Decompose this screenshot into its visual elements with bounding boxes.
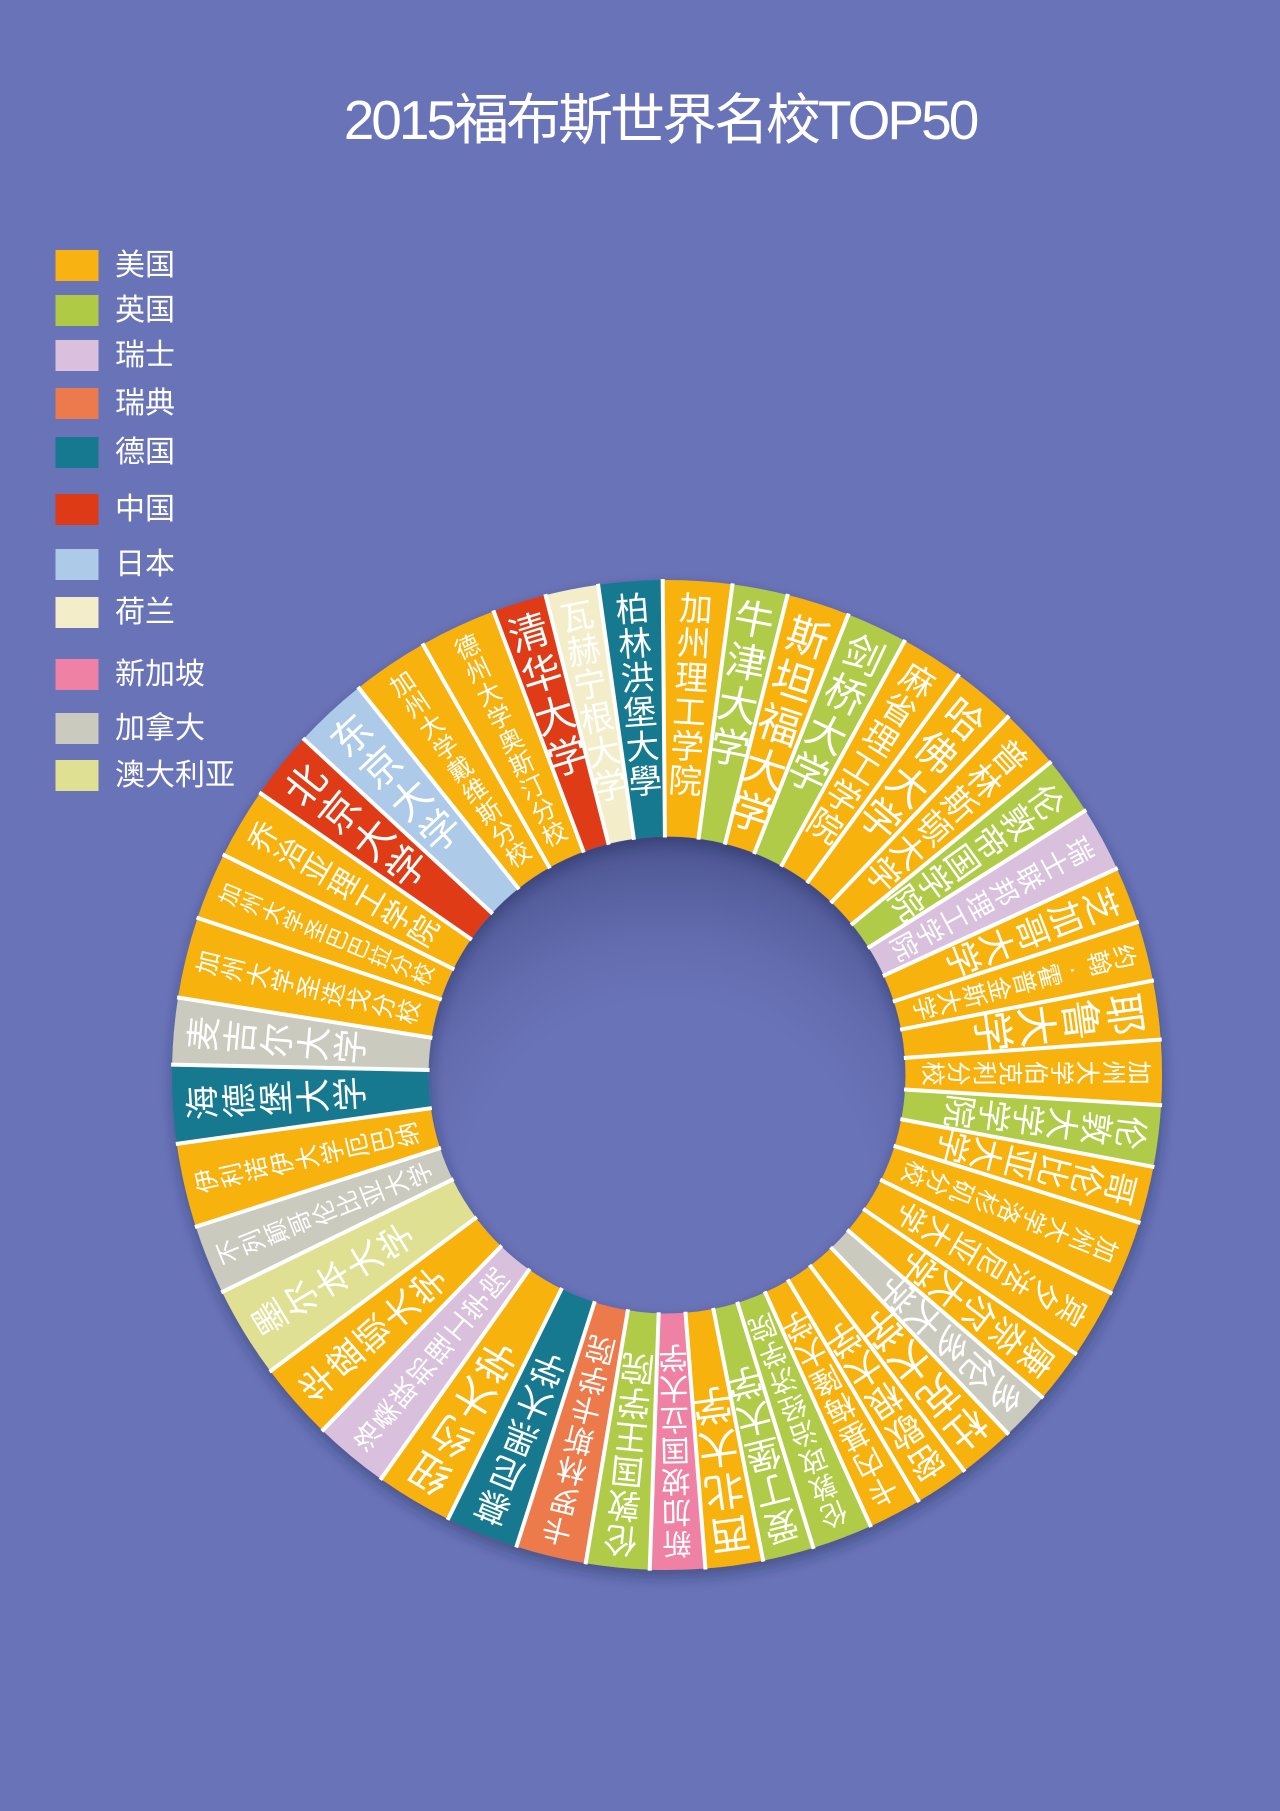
svg-text:德国: 德国 [115, 436, 175, 469]
svg-text:加: 加 [678, 591, 714, 630]
svg-text:新加坡: 新加坡 [115, 658, 205, 691]
svg-text:赫: 赫 [564, 630, 604, 673]
svg-text:巴: 巴 [368, 1125, 400, 1155]
svg-text:克: 克 [996, 1061, 1024, 1086]
svg-text:德: 德 [220, 1082, 261, 1119]
svg-text:国: 国 [660, 1433, 690, 1467]
svg-text:根: 根 [577, 698, 617, 741]
svg-text:尔: 尔 [257, 1021, 299, 1059]
svg-text:加: 加 [1125, 1060, 1153, 1085]
svg-text:学: 学 [1047, 1061, 1075, 1086]
svg-text:北: 北 [701, 1465, 747, 1514]
svg-text:大: 大 [1040, 1105, 1081, 1143]
svg-text:英国: 英国 [115, 294, 175, 327]
svg-text:学: 学 [1006, 1101, 1047, 1139]
svg-text:学: 学 [658, 1340, 688, 1374]
svg-text:牛: 牛 [730, 596, 778, 647]
svg-text:大: 大 [292, 1142, 325, 1172]
svg-text:林: 林 [617, 625, 653, 664]
svg-text:大: 大 [1011, 1002, 1063, 1049]
svg-text:敦: 敦 [605, 1484, 642, 1524]
svg-text:堡: 堡 [257, 1080, 298, 1117]
svg-text:美国: 美国 [115, 249, 175, 282]
svg-text:伊: 伊 [266, 1148, 299, 1178]
svg-text:院: 院 [938, 1092, 979, 1130]
svg-text:新: 新 [662, 1526, 692, 1560]
svg-text:学: 学 [706, 724, 754, 775]
svg-text:洪: 洪 [620, 660, 656, 699]
svg-text:大: 大 [714, 681, 762, 732]
svg-text:麦: 麦 [183, 1015, 225, 1053]
svg-text:津: 津 [722, 638, 770, 689]
svg-text:学: 学 [669, 728, 705, 767]
svg-text:大: 大 [584, 732, 624, 775]
svg-text:学: 学 [591, 766, 631, 809]
svg-text:學: 學 [627, 763, 663, 802]
svg-text:瓦: 瓦 [557, 597, 597, 640]
svg-text:工: 工 [672, 694, 708, 733]
svg-text:大: 大 [625, 728, 661, 767]
svg-text:加: 加 [661, 1495, 691, 1529]
svg-text:大: 大 [659, 1371, 689, 1405]
svg-text:澳大利亚: 澳大利亚 [115, 759, 235, 792]
svg-text:大: 大 [1073, 1060, 1101, 1085]
svg-text:王: 王 [612, 1415, 649, 1455]
svg-text:州: 州 [1099, 1060, 1126, 1085]
svg-text:学: 学 [972, 1097, 1013, 1135]
svg-text:伦: 伦 [1109, 1114, 1150, 1152]
svg-text:分: 分 [944, 1061, 971, 1086]
svg-text:理: 理 [674, 659, 710, 698]
svg-text:学: 学 [616, 1381, 653, 1421]
svg-text:加拿大: 加拿大 [115, 712, 205, 745]
svg-text:州: 州 [676, 625, 712, 664]
svg-text:海: 海 [183, 1084, 224, 1121]
svg-text:伦: 伦 [602, 1518, 639, 1558]
svg-text:堡: 堡 [622, 694, 658, 733]
svg-text:敦: 敦 [1074, 1109, 1115, 1147]
svg-text:国: 国 [609, 1450, 646, 1490]
svg-text:吉: 吉 [220, 1018, 262, 1056]
svg-text:学: 学 [331, 1075, 372, 1112]
svg-text:柏: 柏 [614, 591, 650, 630]
svg-text:学: 学 [689, 1379, 735, 1428]
svg-text:中国: 中国 [115, 493, 175, 526]
svg-text:校: 校 [918, 1061, 946, 1086]
svg-text:瑞士: 瑞士 [115, 339, 175, 372]
svg-text:学: 学 [331, 1028, 373, 1066]
svg-text:利: 利 [970, 1061, 998, 1086]
svg-text:学: 学 [317, 1137, 350, 1167]
svg-text:立: 立 [659, 1402, 689, 1436]
svg-text:伯: 伯 [1021, 1061, 1049, 1086]
svg-text:院: 院 [667, 763, 703, 802]
svg-text:院: 院 [619, 1347, 656, 1387]
svg-text:日本: 日本 [115, 548, 175, 581]
svg-text:厄: 厄 [343, 1131, 375, 1161]
svg-text:大: 大 [294, 1077, 335, 1114]
svg-text:宁: 宁 [571, 664, 611, 707]
svg-text:利: 利 [216, 1160, 249, 1190]
svg-text:诺: 诺 [241, 1154, 274, 1184]
svg-text:荷兰: 荷兰 [115, 596, 175, 629]
svg-text:瑞典: 瑞典 [115, 387, 175, 420]
svg-text:坡: 坡 [661, 1464, 691, 1498]
svg-text:大: 大 [294, 1024, 336, 1062]
svg-text:鲁: 鲁 [1055, 997, 1107, 1044]
svg-text:大: 大 [695, 1422, 741, 1471]
svg-text:2015福布斯世界名校TOP50: 2015福布斯世界名校TOP50 [344, 89, 978, 151]
svg-text:西: 西 [707, 1508, 753, 1557]
svg-text:伊: 伊 [191, 1165, 224, 1195]
svg-text:纳: 纳 [392, 1119, 425, 1149]
svg-text:耶: 耶 [1099, 991, 1151, 1038]
svg-text:学: 学 [966, 1008, 1018, 1055]
